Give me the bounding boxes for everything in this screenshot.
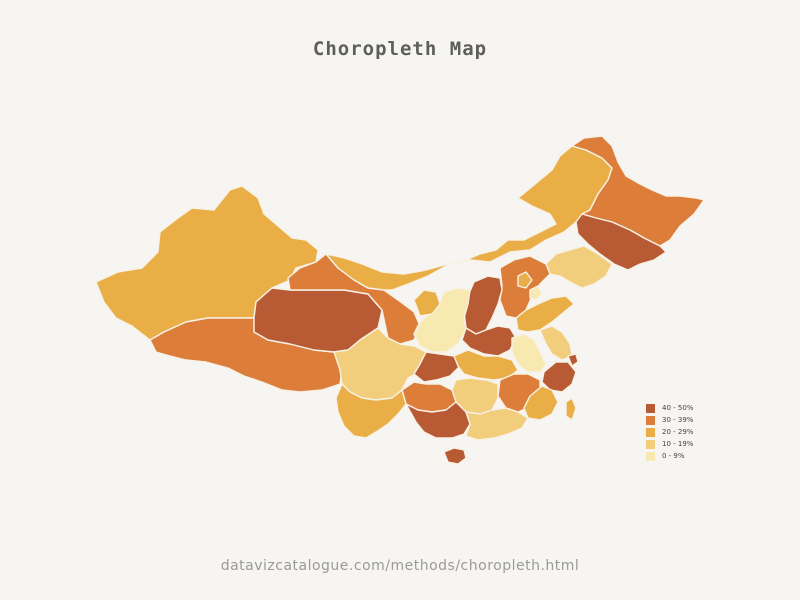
legend-item: 20 - 29% [646, 426, 693, 438]
region-fujian[interactable]: Fujian [523, 385, 559, 421]
legend-swatch [646, 451, 655, 461]
legend-item: 10 - 19% [646, 438, 693, 450]
source-url[interactable]: datavizcatalogue.com/methods/choropleth.… [220, 558, 580, 574]
legend-label: 30 - 39% [662, 416, 694, 424]
legend-item: 40 - 50% [646, 402, 693, 414]
legend-swatch [646, 427, 655, 437]
region-jilin[interactable]: Jilin [575, 213, 667, 271]
region-chongqing[interactable]: Chongqing [413, 351, 461, 383]
legend-label: 0 - 9% [662, 452, 685, 460]
legend-item: 30 - 39% [646, 414, 693, 426]
region-hainan[interactable]: Hainan [443, 447, 467, 465]
region-inner-mongolia[interactable]: Inner Mongolia [325, 145, 613, 291]
legend-item: 0 - 9% [646, 450, 693, 462]
region-beijing[interactable]: Beijing [517, 271, 533, 289]
region-yunnan[interactable]: Yunnan [335, 383, 407, 439]
region-jiangsu[interactable]: Jiangsu [539, 325, 573, 361]
legend-swatch [646, 415, 655, 425]
region-shanxi[interactable]: Shanxi [463, 275, 503, 335]
legend-swatch [646, 403, 655, 413]
region-guangdong[interactable]: Guangdong [465, 407, 529, 441]
region-taiwan[interactable]: Taiwan [565, 397, 577, 421]
region-shandong[interactable]: Shandong [515, 295, 575, 333]
legend-label: 20 - 29% [662, 428, 694, 436]
legend-swatch [646, 439, 655, 449]
legend-label: 10 - 19% [662, 440, 694, 448]
region-ningxia[interactable]: Ningxia [413, 289, 441, 317]
legend-label: 40 - 50% [662, 404, 694, 412]
region-liaoning[interactable]: Liaoning [545, 245, 613, 289]
region-shanghai[interactable]: Shanghai [567, 353, 579, 367]
region-heilongjiang[interactable]: Heilongjiang [571, 135, 705, 247]
region-zhejiang[interactable]: Zhejiang [541, 361, 577, 393]
region-tianjin[interactable]: Tianjin [529, 285, 543, 301]
region-anhui[interactable]: Anhui [511, 333, 547, 373]
map-title: Choropleth Map [312, 38, 488, 60]
legend: 40 - 50% 30 - 39% 20 - 29% 10 - 19% 0 - … [646, 402, 693, 462]
